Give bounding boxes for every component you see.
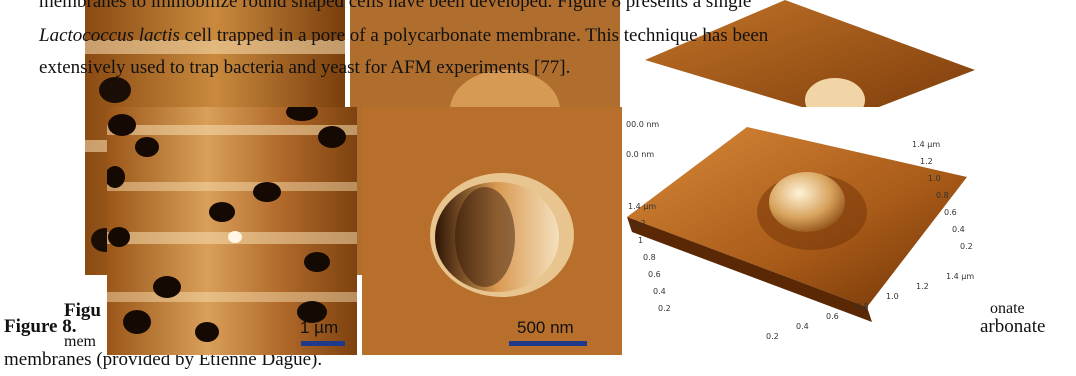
axis-label: 0.2: [658, 304, 671, 313]
caption-ghost: mem: [64, 333, 96, 350]
axis-label: 1.2: [920, 157, 933, 166]
axis-label: 1.0: [886, 292, 899, 301]
figure: [107, 107, 977, 357]
axis-label: 1.2: [633, 219, 646, 228]
axis-label: 0.8: [936, 191, 949, 200]
species-name: Lactococcus lactis: [39, 25, 180, 46]
paragraph-text: cell trapped in a pore of a polycarbonat…: [179, 25, 769, 46]
axis-label: 0.0 nm: [626, 150, 655, 159]
axis-label: 0.4: [653, 287, 666, 296]
axis-label: 1: [638, 236, 644, 245]
axis-label: 0.6: [944, 208, 957, 217]
axis-label: 1.4 µm: [946, 272, 975, 281]
axis-label: 0.8: [643, 253, 656, 262]
axis-label: 0.8: [856, 302, 869, 311]
axis-label: 1.0: [928, 174, 941, 183]
axis-label: 0.2: [960, 242, 973, 251]
axis-label: 0.6: [648, 270, 661, 279]
axis-label: 0.4: [952, 225, 965, 234]
axis-label: 0.2: [766, 332, 779, 341]
caption-label: Figure 8.: [4, 316, 77, 337]
axis-label: 1.4 µm: [912, 140, 941, 149]
caption-ghost: onate: [990, 300, 1025, 317]
scale-label: 500 nm: [517, 318, 574, 337]
axis-label: 00.0 nm: [626, 120, 660, 129]
paragraph-line: extensively used to trap bacteria and ye…: [39, 57, 571, 78]
caption-text: arbonate: [980, 316, 1046, 337]
axis-label: 1.2: [916, 282, 929, 291]
axis-label: 0.4: [796, 322, 809, 331]
caption-ghost: Figu: [64, 300, 101, 321]
axis-label: 1.4 µm: [628, 202, 657, 211]
scale-label: 1 µm: [300, 318, 339, 337]
paragraph-line: Lactococcus lactis cell trapped in a por…: [39, 25, 768, 47]
paragraph-line: membranes to immobilize round shaped cel…: [39, 0, 752, 12]
axis-label: 0.6: [826, 312, 839, 321]
